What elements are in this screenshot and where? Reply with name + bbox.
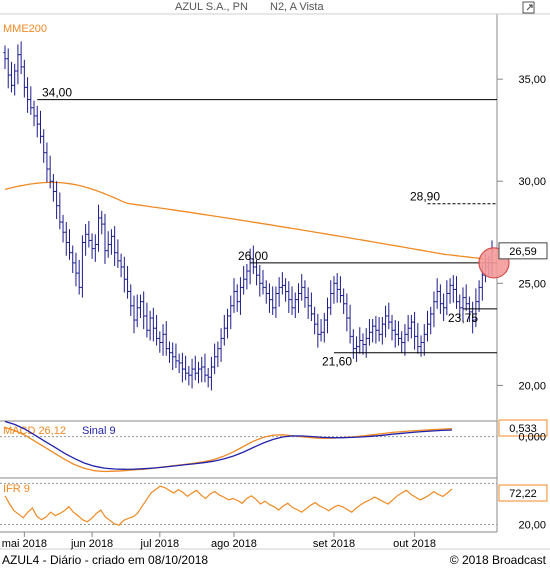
x-tick-label: out 2018: [393, 538, 436, 550]
macd-value-label: 0,533: [509, 423, 537, 435]
ifr-value-box: [498, 484, 548, 502]
macd-value-box: [498, 419, 548, 437]
macd-line: [4, 426, 453, 473]
ticker-name: AZUL S.A., PN: [175, 1, 248, 13]
x-tick-label: set 2018: [313, 538, 355, 550]
footer-caption: AZUL4 - Diário - criado em 08/10/2018: [2, 553, 208, 567]
price-tick-label: 35,00: [518, 74, 546, 86]
macd-tick-label: 0,000: [518, 432, 546, 444]
signal-line: [4, 420, 453, 470]
x-tick-label: jul 2018: [140, 538, 180, 550]
ema-legend: MME200: [3, 23, 47, 35]
footer-copyright: © 2018 Broadcast: [450, 553, 547, 567]
ifr-tick-label: 20,00: [518, 520, 546, 532]
axis-labels: 20,00 25,00 30,00 35,00 mai 2018 jun 2018 jul …: [2, 74, 548, 550]
support-resistance-lines: 34,00 28,90 26,00 23,75 21,60: [37, 86, 497, 369]
ifr-value-label: 72,22: [509, 488, 537, 500]
segment-label: N2, A Vista: [270, 1, 324, 13]
ifr-line: [4, 485, 453, 526]
level-label: 21,60: [322, 355, 352, 369]
price-tick-label: 30,00: [518, 176, 546, 188]
x-tick-label: mai 2018: [2, 538, 47, 550]
ema200-line: [4, 181, 493, 261]
level-label: 26,00: [238, 249, 268, 263]
ema-layer: [4, 181, 493, 261]
level-label: 23,75: [448, 311, 478, 325]
level-label: 34,00: [42, 86, 72, 100]
price-tick-label: 25,00: [518, 278, 546, 290]
price-tick-label: 20,00: [518, 380, 546, 392]
grid-layer: [0, 436, 497, 526]
level-label: 28,90: [410, 190, 440, 204]
external-link-icon[interactable]: [522, 1, 535, 14]
macd-lines: [4, 420, 453, 473]
ifr-line: [4, 485, 453, 526]
macd-legend: MACD 26,12: [3, 425, 66, 437]
x-tick-label: ago 2018: [211, 538, 257, 550]
x-tick-label: jun 2018: [70, 538, 113, 550]
ifr-legend: IFR 9: [3, 483, 30, 495]
signal-legend: Sinal 9: [82, 425, 116, 437]
ohlc-bars: [3, 41, 494, 391]
last-price-label: 26,59: [509, 246, 537, 258]
last-price-box: [498, 242, 548, 260]
